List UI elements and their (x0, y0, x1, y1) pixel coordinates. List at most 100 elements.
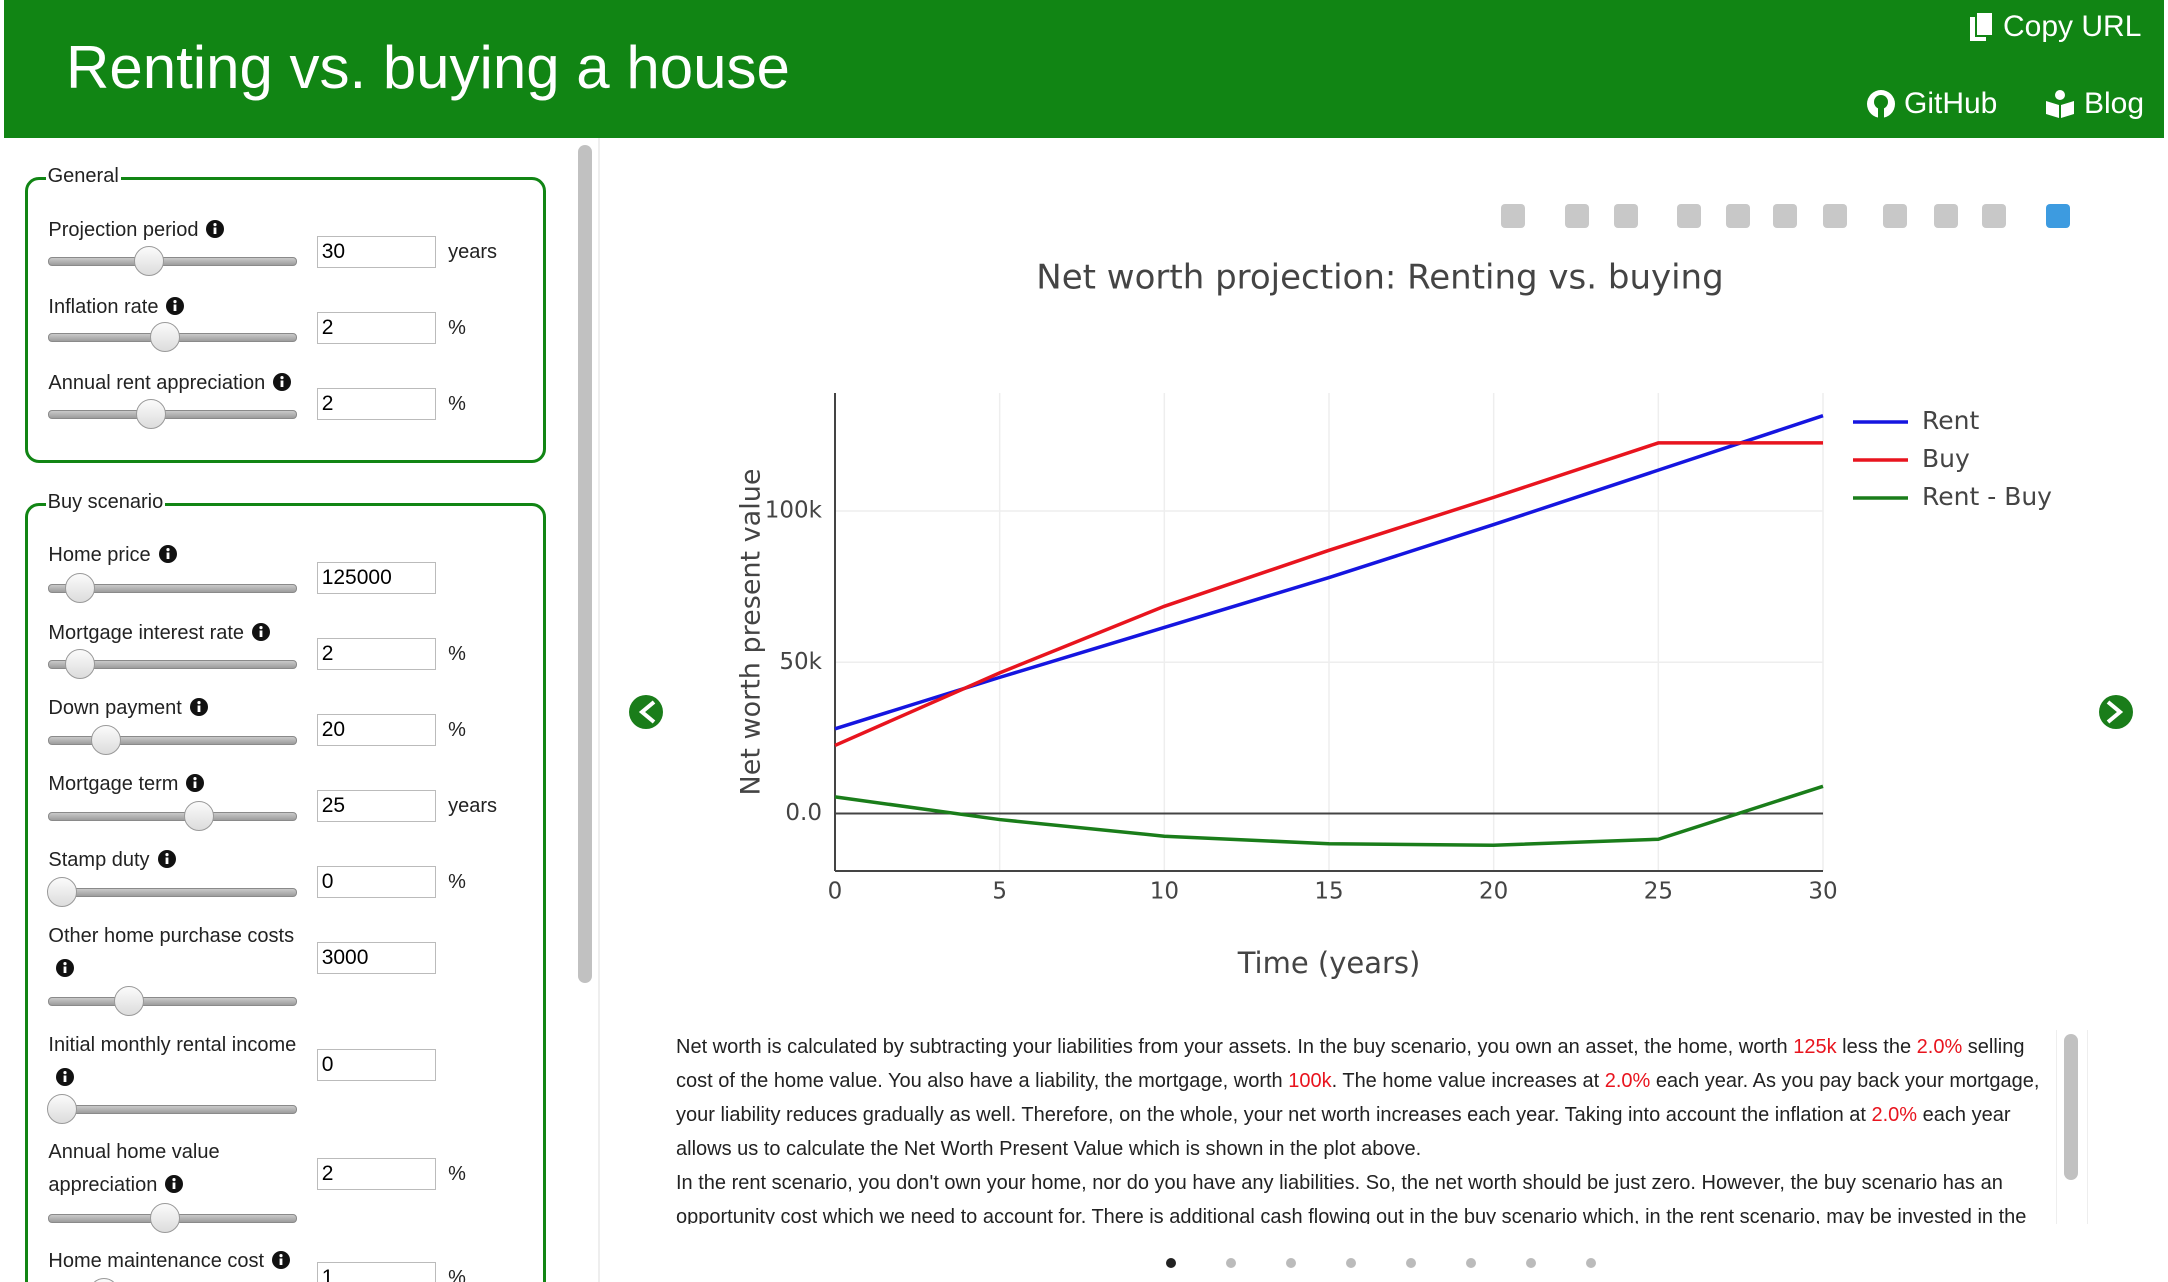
unit-label: % (448, 392, 466, 415)
modebar-button[interactable] (1934, 204, 1958, 228)
number-input[interactable] (316, 790, 436, 823)
slider-track[interactable] (48, 888, 297, 898)
carousel-dot[interactable] (1586, 1258, 1596, 1268)
info-icon[interactable] (189, 697, 208, 716)
modebar-button[interactable] (1883, 204, 1907, 228)
copy-url-button[interactable]: Copy URL (1969, 10, 2141, 44)
modebar-button[interactable] (2046, 204, 2070, 228)
explanation-text: Net worth is calculated by subtracting y… (676, 1030, 2048, 1224)
slider-thumb[interactable] (47, 877, 78, 908)
number-input[interactable] (316, 1261, 436, 1282)
text-run: . The home value increases at (1331, 1070, 1605, 1092)
slider-track[interactable] (48, 735, 297, 745)
carousel-dot[interactable] (1226, 1258, 1236, 1268)
slider-track[interactable] (48, 257, 297, 267)
info-icon[interactable] (186, 773, 205, 792)
number-input[interactable] (316, 311, 436, 344)
info-icon[interactable] (158, 545, 177, 564)
field-label: Stamp duty (48, 844, 308, 877)
modebar-button[interactable] (1823, 204, 1847, 228)
carousel-arrow[interactable] (2099, 695, 2133, 729)
info-icon[interactable] (166, 296, 185, 315)
paragraph: In the rent scenario, you don't own your… (676, 1166, 2048, 1224)
arrow-chevron (638, 700, 656, 724)
label-text: Projection period (48, 219, 199, 242)
x-tick-label: 5 (992, 879, 1007, 905)
info-icon[interactable] (56, 958, 75, 977)
github-link[interactable]: GitHub (1866, 87, 1997, 121)
link-text: Blog (2084, 87, 2145, 120)
slider-thumb[interactable] (113, 986, 144, 1017)
unit-label: % (448, 1266, 466, 1282)
modebar-button[interactable] (1501, 204, 1525, 228)
info-icon[interactable] (165, 1174, 184, 1193)
slider-thumb[interactable] (184, 800, 215, 831)
y-tick-label: 100k (765, 497, 823, 523)
slider-track[interactable] (48, 583, 297, 593)
slider-thumb[interactable] (91, 724, 122, 755)
highlight-value: 2.0% (1916, 1036, 1963, 1058)
number-input[interactable] (316, 638, 436, 670)
blog-link[interactable]: Blog (2044, 87, 2144, 121)
highlight-value: 2.0% (1604, 1070, 1651, 1092)
modebar-button[interactable] (1565, 204, 1589, 228)
slider-track[interactable] (48, 997, 297, 1007)
number-input[interactable] (316, 387, 436, 420)
fieldset-legend: General (45, 165, 121, 189)
carousel-dot[interactable] (1406, 1258, 1416, 1268)
carousel-arrow[interactable] (629, 695, 663, 729)
y-tick-label: 50k (779, 649, 822, 675)
carousel-dot[interactable] (1346, 1258, 1356, 1268)
text-run: In the rent scenario, you don't own your… (676, 1172, 2027, 1224)
slider-thumb[interactable] (47, 1094, 78, 1125)
x-tick-label: 25 (1644, 879, 1673, 905)
paragraph: Net worth is calculated by subtracting y… (676, 1030, 2048, 1166)
slider-track[interactable] (48, 1105, 297, 1115)
slider-thumb[interactable] (65, 648, 96, 679)
unit-label: % (448, 643, 466, 666)
carousel-dot[interactable] (1286, 1258, 1296, 1268)
app-title: Renting vs. buying a house (66, 34, 790, 101)
carousel-dot[interactable] (1166, 1258, 1176, 1268)
carousel-dot[interactable] (1526, 1258, 1536, 1268)
slider-thumb[interactable] (149, 1203, 180, 1234)
info-icon[interactable] (272, 1250, 291, 1269)
number-input[interactable] (316, 235, 436, 268)
info-icon[interactable] (252, 622, 271, 641)
x-axis-label: Time (years) (1237, 946, 1421, 980)
series-line (834, 414, 1824, 731)
modebar-button[interactable] (1614, 204, 1638, 228)
scrollbar[interactable] (2064, 1034, 2078, 1180)
info-icon[interactable] (273, 372, 292, 391)
field-label: Other home purchase costs (48, 920, 308, 986)
number-input[interactable] (316, 562, 436, 594)
header: Renting vs. buying a house Copy URL GitH… (4, 0, 2164, 138)
modebar-button[interactable] (1982, 204, 2006, 228)
number-input[interactable] (316, 714, 436, 747)
slider-track[interactable] (48, 811, 297, 821)
text-run: each year. As you pay back your mortgage… (676, 1070, 2040, 1126)
field-label: Annual home value appreciation (48, 1136, 308, 1202)
number-input[interactable] (316, 866, 436, 899)
slider-thumb[interactable] (149, 322, 180, 353)
info-icon[interactable] (157, 849, 176, 868)
info-icon[interactable] (56, 1068, 75, 1087)
slider-thumb[interactable] (65, 572, 96, 603)
scrollbar[interactable] (578, 145, 592, 983)
number-input[interactable] (316, 942, 436, 975)
modebar-button[interactable] (1726, 204, 1750, 228)
slider-thumb[interactable] (135, 398, 166, 429)
label-text: Home maintenance cost (48, 1249, 265, 1272)
number-input[interactable] (316, 1048, 436, 1081)
slider-track[interactable] (48, 409, 297, 419)
unit-label: % (448, 316, 466, 339)
slider-thumb[interactable] (134, 246, 165, 277)
modebar-button[interactable] (1773, 204, 1797, 228)
fieldset (24, 503, 547, 1282)
info-icon[interactable] (206, 220, 225, 239)
number-input[interactable] (316, 1158, 436, 1190)
modebar-button[interactable] (1677, 204, 1701, 228)
carousel-dot[interactable] (1466, 1258, 1476, 1268)
slider-track[interactable] (48, 659, 297, 669)
